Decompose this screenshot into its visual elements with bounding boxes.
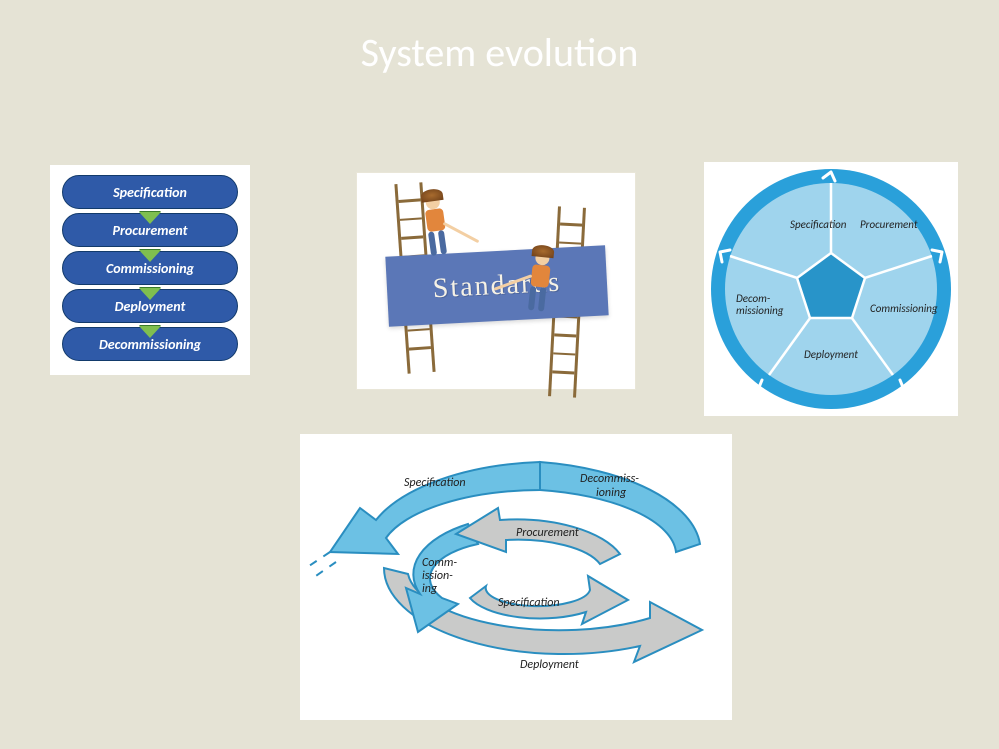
spiral-diagram: Specification Decommiss- ioning Procurem…: [300, 434, 732, 720]
spiral-label-commissioning: Comm- ission- ing: [422, 556, 460, 596]
standards-illustration: Standards: [356, 172, 636, 390]
spiral-label-deployment: Deployment: [520, 658, 580, 672]
spiral-label-specification-inner: Specification: [498, 596, 560, 610]
cycle-svg: Specification Procurement Commissioning …: [704, 162, 958, 416]
spiral-label-specification: Specification: [404, 476, 466, 490]
cycle-label-specification: Specification: [790, 218, 847, 231]
spiral-label-procurement: Procurement: [516, 526, 580, 540]
cycle-diagram: Specification Procurement Commissioning …: [704, 162, 958, 416]
cycle-label-deployment: Deployment: [804, 348, 858, 361]
page-title: System evolution: [0, 28, 999, 77]
cycle-label-commissioning: Commissioning: [870, 302, 938, 315]
spiral-svg: Specification Decommiss- ioning Procurem…: [300, 434, 732, 720]
linear-node-specification: Specification: [62, 175, 238, 209]
cycle-label-procurement: Procurement: [860, 218, 918, 231]
linear-flow-panel: Specification Procurement Commissioning …: [50, 165, 250, 375]
person-icon: [520, 249, 560, 312]
